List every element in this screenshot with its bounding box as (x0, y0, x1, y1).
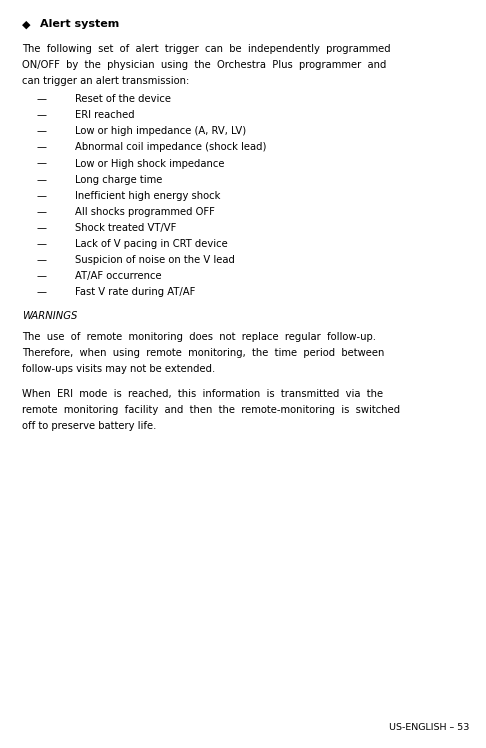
Text: Fast V rate during AT/AF: Fast V rate during AT/AF (75, 287, 196, 297)
Text: Inefficient high energy shock: Inefficient high energy shock (75, 191, 221, 200)
Text: WARNINGS: WARNINGS (22, 311, 77, 322)
Text: Shock treated VT/VF: Shock treated VT/VF (75, 223, 177, 233)
Text: The  following  set  of  alert  trigger  can  be  independently  programmed: The following set of alert trigger can b… (22, 43, 390, 54)
Text: Suspicion of noise on the V lead: Suspicion of noise on the V lead (75, 255, 235, 265)
Text: —: — (36, 271, 47, 281)
Text: Alert system: Alert system (40, 19, 120, 29)
Text: Reset of the device: Reset of the device (75, 94, 172, 104)
Text: —: — (36, 223, 47, 233)
Text: —: — (36, 191, 47, 200)
Text: can trigger an alert transmission:: can trigger an alert transmission: (22, 76, 189, 86)
Text: The  use  of  remote  monitoring  does  not  replace  regular  follow-up.: The use of remote monitoring does not re… (22, 332, 376, 343)
Text: —: — (36, 239, 47, 249)
Text: All shocks programmed OFF: All shocks programmed OFF (75, 206, 215, 217)
Text: Long charge time: Long charge time (75, 174, 163, 185)
Text: US-ENGLISH – 53: US-ENGLISH – 53 (389, 723, 469, 732)
Text: —: — (36, 206, 47, 217)
Text: —: — (36, 110, 47, 120)
Text: —: — (36, 126, 47, 136)
Text: —: — (36, 142, 47, 153)
Text: AT/AF occurrence: AT/AF occurrence (75, 271, 162, 281)
Text: —: — (36, 174, 47, 185)
Text: Therefore,  when  using  remote  monitoring,  the  time  period  between: Therefore, when using remote monitoring,… (22, 349, 384, 358)
Text: ERI reached: ERI reached (75, 110, 135, 120)
Text: Low or high impedance (A, RV, LV): Low or high impedance (A, RV, LV) (75, 126, 246, 136)
Text: —: — (36, 159, 47, 168)
Text: off to preserve battery life.: off to preserve battery life. (22, 420, 156, 431)
Text: Low or High shock impedance: Low or High shock impedance (75, 159, 225, 168)
Text: —: — (36, 287, 47, 297)
Text: —: — (36, 255, 47, 265)
Text: Lack of V pacing in CRT device: Lack of V pacing in CRT device (75, 239, 228, 249)
Text: Abnormal coil impedance (shock lead): Abnormal coil impedance (shock lead) (75, 142, 267, 153)
Text: remote  monitoring  facility  and  then  the  remote-monitoring  is  switched: remote monitoring facility and then the … (22, 405, 400, 414)
Text: —: — (36, 94, 47, 104)
Text: ◆: ◆ (22, 19, 30, 29)
Text: When  ERI  mode  is  reached,  this  information  is  transmitted  via  the: When ERI mode is reached, this informati… (22, 388, 383, 399)
Text: follow-ups visits may not be extended.: follow-ups visits may not be extended. (22, 364, 215, 375)
Text: ON/OFF  by  the  physician  using  the  Orchestra  Plus  programmer  and: ON/OFF by the physician using the Orches… (22, 60, 386, 70)
